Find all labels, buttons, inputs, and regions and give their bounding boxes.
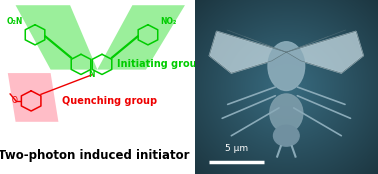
- Polygon shape: [98, 5, 185, 70]
- Text: 5 μm: 5 μm: [225, 144, 248, 153]
- Text: O: O: [12, 96, 18, 105]
- Polygon shape: [15, 5, 98, 70]
- Text: O₂N: O₂N: [6, 17, 23, 26]
- Ellipse shape: [274, 125, 299, 146]
- Text: Quenching group: Quenching group: [62, 96, 157, 106]
- Text: Initiating group: Initiating group: [117, 58, 203, 69]
- Polygon shape: [8, 73, 58, 122]
- Polygon shape: [287, 31, 363, 73]
- Ellipse shape: [268, 42, 305, 90]
- Text: Two-photon induced initiator: Two-photon induced initiator: [0, 149, 189, 162]
- Ellipse shape: [270, 94, 303, 132]
- Text: NO₂: NO₂: [160, 17, 177, 26]
- Polygon shape: [209, 31, 287, 73]
- Text: N: N: [88, 70, 95, 80]
